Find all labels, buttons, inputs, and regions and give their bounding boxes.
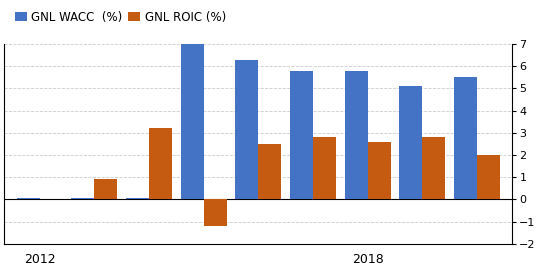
Bar bbox=[235, 60, 258, 200]
Bar bbox=[290, 71, 313, 200]
Bar bbox=[258, 144, 281, 200]
Bar bbox=[345, 71, 368, 200]
Bar bbox=[71, 198, 94, 200]
Bar bbox=[17, 198, 39, 200]
Bar bbox=[477, 155, 500, 200]
Bar bbox=[204, 200, 227, 226]
Bar bbox=[399, 86, 422, 200]
Bar bbox=[422, 137, 445, 200]
Bar bbox=[181, 44, 204, 200]
Bar bbox=[313, 137, 336, 200]
Bar bbox=[454, 77, 477, 200]
Bar bbox=[94, 180, 117, 200]
Bar bbox=[368, 142, 390, 200]
Bar bbox=[149, 128, 172, 200]
Bar bbox=[126, 198, 149, 200]
Legend: GNL WACC  (%), GNL ROIC (%): GNL WACC (%), GNL ROIC (%) bbox=[10, 6, 231, 28]
